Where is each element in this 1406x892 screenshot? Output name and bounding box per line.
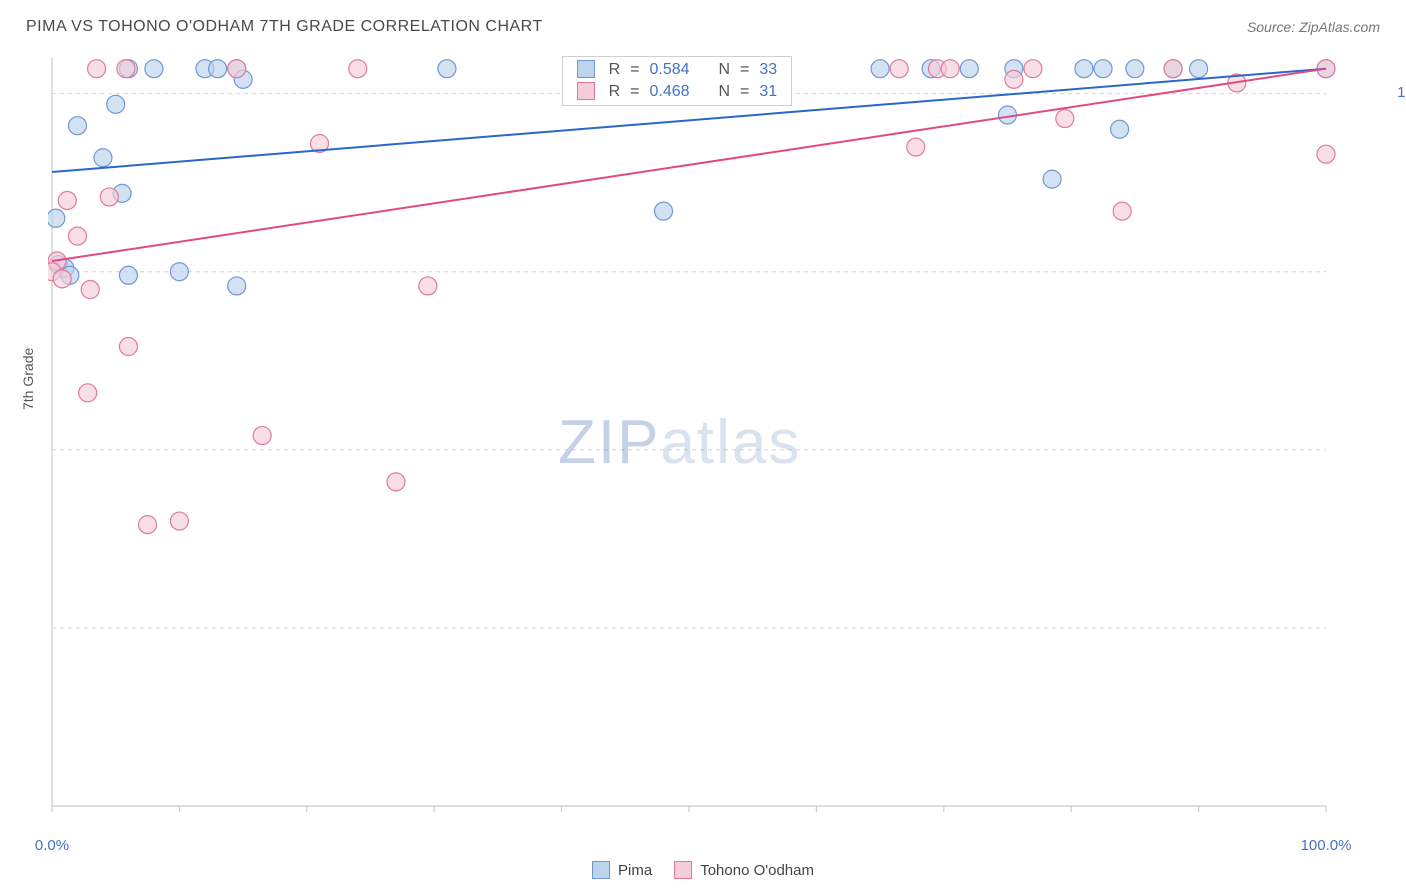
correlation-legend: R=0.584 N=33R=0.468 N=31 (562, 56, 793, 106)
legend-item: Tohono O'odham (674, 862, 814, 880)
y-axis-label: 7th Grade (20, 348, 36, 410)
y-tick-label: 100.0% (1397, 84, 1406, 101)
legend-swatch (592, 861, 610, 879)
legend-swatch (577, 82, 595, 100)
x-tick-label: 100.0% (1301, 837, 1352, 854)
correlation-row: R=0.584 N=33 (563, 59, 792, 81)
scatter-chart (48, 52, 1390, 812)
legend-label: Tohono O'odham (700, 862, 814, 879)
chart-area: ZIPatlas R=0.584 N=33R=0.468 N=31 100.0%… (48, 52, 1390, 812)
correlation-row: R=0.468 N=31 (563, 81, 792, 103)
legend-swatch (674, 861, 692, 879)
legend-swatch (577, 60, 595, 78)
source-label: Source: ZipAtlas.com (1247, 19, 1380, 35)
series-legend: Pima Tohono O'odham (592, 862, 814, 880)
chart-title: PIMA VS TOHONO O'ODHAM 7TH GRADE CORRELA… (26, 18, 543, 36)
legend-item: Pima (592, 862, 652, 880)
x-tick-label: 0.0% (35, 837, 69, 854)
legend-label: Pima (618, 862, 652, 879)
